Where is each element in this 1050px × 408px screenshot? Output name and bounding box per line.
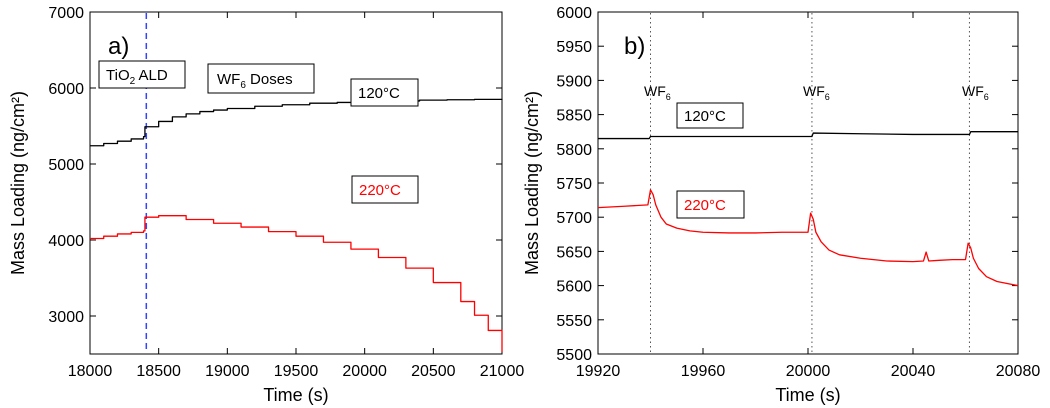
panel-b-120c-text: 120°C	[684, 108, 726, 125]
tio2-ald-label-text: TiO2 ALD	[106, 67, 168, 87]
panel-a-220c-text: 220°C	[359, 182, 401, 199]
panel-b-chart: 19920 19960 20000 20040 20080 5500 5550 5600 565…	[522, 5, 1040, 405]
panel-a-x-tick-label-6: 21000	[480, 363, 525, 380]
panel-b-y-tick-label-0: 5500	[556, 347, 592, 364]
wf6-doses-label-box	[207, 63, 315, 94]
wf6-marker-1-main: WF	[644, 83, 666, 99]
panel-b-reference-lines	[650, 13, 970, 353]
panel-a-ticks: 18000 18500 19000 19500 20000 20500 21000 3000 4…	[48, 5, 524, 380]
panel-a-x-tick-label-2: 19000	[205, 363, 250, 380]
panel-a-y-tick-label-2: 5000	[48, 157, 84, 174]
panel-b-ticks: 19920 19960 20000 20040 20080 5500 5550 5600 565…	[556, 5, 1040, 380]
panel-a-y-axis-title: Mass Loading (ng/cm²)	[8, 91, 28, 275]
panel-a-series	[90, 98, 503, 352]
panel-a-120c-text: 120°C	[358, 85, 400, 102]
panel-b-y-tick-label-9: 5950	[556, 39, 592, 56]
tio2-ald-label-box	[98, 60, 186, 89]
panel-b-120c-label: 120°C	[676, 102, 744, 129]
tio2-rest: ALD	[135, 67, 168, 84]
tio2-main: TiO	[106, 67, 130, 84]
panel-b-y-tick-label-1: 5550	[556, 313, 592, 330]
wf6-marker-2: WF6	[803, 83, 830, 102]
panel-b-letter: b)	[624, 33, 645, 60]
wf6-marker-2-subscript: 6	[825, 92, 830, 102]
panel-b-220c-text: 220°C	[684, 197, 726, 214]
panel-b-y-tick-label-2: 5600	[556, 279, 592, 296]
panel-a-chart: 18000 18500 19000 19500 20000 20500 21000 3000 4…	[8, 5, 524, 405]
panel-a-wf6-doses-label: WF6 Doses	[207, 63, 315, 94]
panel-b-y-tick-label-8: 5900	[556, 73, 592, 90]
panel-a-tio2-ald-label: TiO2 ALD	[98, 60, 186, 89]
panel-a-x-tick-label-4: 20000	[342, 363, 387, 380]
panel-a-y-tick-label-3: 6000	[48, 81, 84, 98]
panel-b-y-tick-label-3: 5650	[556, 244, 592, 261]
panel-a-letter: a)	[108, 33, 129, 60]
panel-a-series-1-line	[90, 215, 503, 352]
panel-a-220c-label: 220°C	[351, 175, 419, 204]
tio2-subscript: 2	[130, 76, 136, 87]
panel-b-x-tick-label-0: 19920	[576, 363, 621, 380]
panel-b-x-tick-label-3: 20040	[891, 363, 936, 380]
panel-b-y-tick-label-10: 6000	[556, 5, 592, 22]
panel-b-plot-frame	[597, 11, 1019, 355]
wf6-marker-3-main: WF	[962, 83, 984, 99]
panel-b-y-tick-label-7: 5850	[556, 108, 592, 125]
panel-a-y-tick-label-4: 7000	[48, 5, 84, 22]
panel-b-x-tick-label-4: 20080	[996, 363, 1041, 380]
wf6-marker-1-subscript: 6	[666, 92, 671, 102]
panel-a-x-axis-title: Time (s)	[263, 385, 328, 405]
panel-b-y-tick-label-4: 5700	[556, 210, 592, 227]
panel-b-series-1-line	[597, 189, 1019, 287]
wf6-marker-2-main: WF	[803, 83, 825, 99]
panel-a-120c-label: 120°C	[350, 78, 419, 107]
panel-a-x-tick-label-5: 20500	[411, 363, 456, 380]
panel-a-y-tick-label-0: 3000	[48, 309, 84, 326]
panel-a-220c-box	[351, 175, 419, 204]
wf6-doses-rest: Doses	[246, 71, 293, 88]
wf6-marker-3: WF6	[962, 83, 989, 102]
wf6-doses-subscript: 6	[240, 80, 246, 91]
panel-b-x-tick-label-2: 20000	[786, 363, 831, 380]
panel-b-220c-label: 220°C	[676, 190, 745, 219]
wf6-doses-label-text: WF6 Doses	[217, 71, 293, 91]
panel-b-x-tick-label-1: 19960	[681, 363, 726, 380]
panel-a-x-tick-label-1: 18500	[136, 363, 181, 380]
panel-a-x-tick-label-3: 19500	[274, 363, 319, 380]
panel-b-series-0-line	[598, 131, 1018, 140]
panel-b-x-axis-title: Time (s)	[775, 385, 840, 405]
panel-b-220c-box	[676, 190, 745, 219]
wf6-marker-3-subscript: 6	[984, 92, 989, 102]
panel-a-y-tick-label-1: 4000	[48, 233, 84, 250]
panel-b-120c-box	[676, 102, 744, 129]
panel-a-x-tick-label-0: 18000	[68, 363, 113, 380]
panel-a-120c-box	[350, 78, 419, 107]
wf6-marker-1: WF6	[644, 83, 671, 102]
panel-b-series	[597, 131, 1019, 287]
wf6-doses-main: WF	[217, 71, 240, 88]
panel-b-y-tick-label-5: 5750	[556, 176, 592, 193]
panel-b-y-axis-title: Mass Loading (ng/cm²)	[522, 91, 542, 275]
panel-a-series-0-line	[90, 98, 503, 147]
panel-b-y-tick-label-6: 5800	[556, 142, 592, 159]
